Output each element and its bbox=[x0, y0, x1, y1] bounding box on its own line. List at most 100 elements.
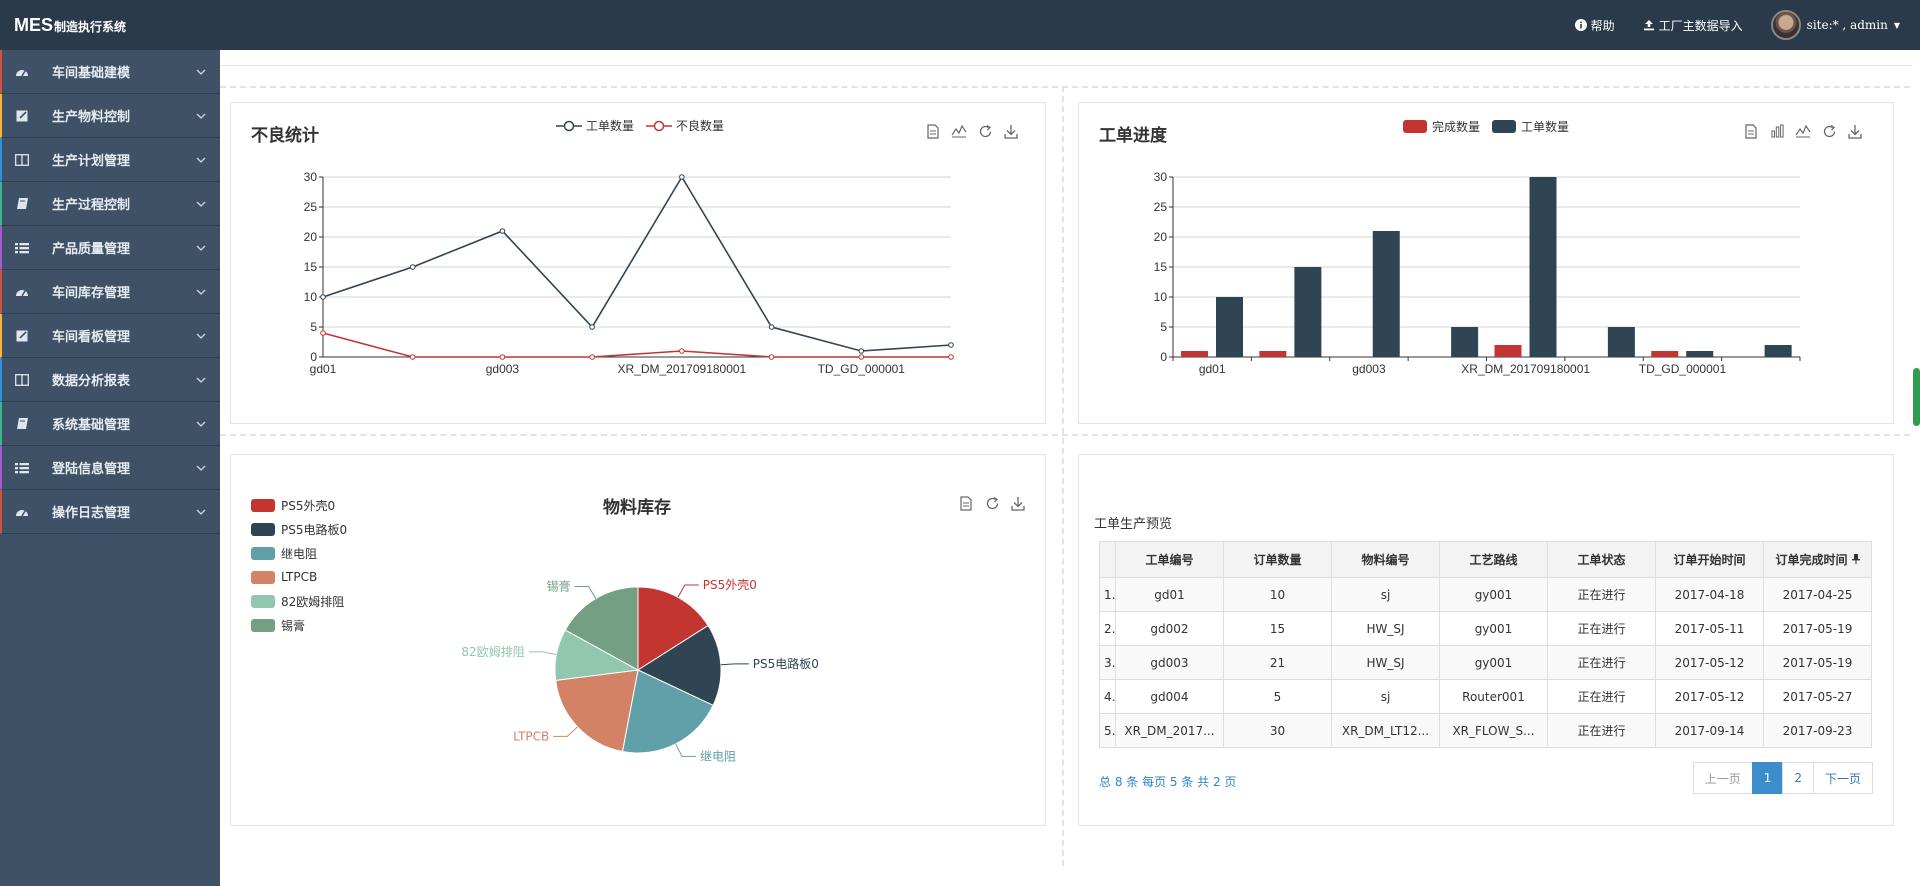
bar[interactable] bbox=[1181, 351, 1208, 357]
legend-item-orders[interactable]: 工单数量 bbox=[1492, 118, 1569, 135]
download-icon[interactable] bbox=[1010, 495, 1026, 511]
column-header[interactable]: 订单开始时间 bbox=[1655, 541, 1764, 578]
column-header[interactable]: 工单编号 bbox=[1115, 541, 1224, 578]
user-menu[interactable]: site:* , admin ▼ bbox=[1770, 10, 1900, 40]
page-button-1[interactable]: 1 bbox=[1751, 762, 1784, 794]
refresh-icon[interactable] bbox=[977, 123, 993, 139]
bar[interactable] bbox=[1451, 327, 1479, 357]
chevron-down-icon[interactable] bbox=[196, 197, 206, 211]
pie-slice[interactable] bbox=[637, 586, 709, 671]
data-point[interactable] bbox=[679, 174, 685, 180]
download-icon[interactable] bbox=[1003, 123, 1019, 139]
pie-slice[interactable] bbox=[636, 624, 722, 707]
bar[interactable] bbox=[1259, 351, 1287, 357]
import-link[interactable]: 工厂主数据导入 bbox=[1643, 17, 1743, 34]
data-point[interactable] bbox=[409, 264, 416, 270]
data-point[interactable] bbox=[858, 348, 865, 354]
data-point[interactable] bbox=[320, 330, 326, 336]
pie-legend-item[interactable]: LTPCB bbox=[251, 565, 347, 589]
line-chart-icon[interactable] bbox=[951, 123, 967, 139]
refresh-icon[interactable] bbox=[1821, 123, 1837, 139]
sidebar-item-9[interactable]: 系统基础管理 bbox=[0, 402, 220, 446]
chevron-down-icon[interactable] bbox=[196, 241, 206, 255]
scrollbar[interactable] bbox=[1912, 50, 1920, 886]
sidebar-item-5[interactable]: 产品质量管理 bbox=[0, 226, 220, 270]
sidebar-item-3[interactable]: 生产计划管理 bbox=[0, 138, 220, 182]
sidebar-item-4[interactable]: 生产过程控制 bbox=[0, 182, 220, 226]
legend-item-defects[interactable]: 不良数量 bbox=[646, 117, 724, 134]
chevron-down-icon[interactable] bbox=[196, 329, 206, 343]
column-header[interactable]: 订单完成时间 bbox=[1763, 541, 1872, 578]
data-point[interactable] bbox=[409, 354, 416, 360]
chevron-down-icon[interactable] bbox=[196, 461, 206, 475]
pie-legend-item[interactable]: 锡膏 bbox=[251, 613, 347, 637]
data-point[interactable] bbox=[679, 348, 685, 354]
page-button-2[interactable]: 2 bbox=[1782, 762, 1814, 794]
sidebar-item-11[interactable]: 操作日志管理 bbox=[0, 490, 220, 534]
data-point[interactable] bbox=[858, 354, 865, 360]
bar[interactable] bbox=[1686, 351, 1714, 357]
table-row[interactable]: 2 gd002 15 HW_SJ gy001 正在进行 2017-05-11 2017-05-… bbox=[1099, 611, 1872, 646]
bar[interactable] bbox=[1607, 327, 1635, 357]
column-header[interactable] bbox=[1099, 541, 1116, 578]
line-chart-icon[interactable] bbox=[1795, 123, 1811, 139]
chevron-down-icon[interactable] bbox=[196, 109, 206, 123]
refresh-icon[interactable] bbox=[984, 495, 1000, 511]
pie-legend-item[interactable]: 继电阻 bbox=[251, 541, 347, 565]
download-icon[interactable] bbox=[1847, 123, 1863, 139]
bar[interactable] bbox=[1529, 177, 1557, 357]
column-header[interactable]: 物料编号 bbox=[1331, 541, 1440, 578]
data-view-icon[interactable] bbox=[1743, 123, 1759, 139]
bar[interactable] bbox=[1372, 231, 1400, 357]
bar[interactable] bbox=[1651, 351, 1679, 357]
pie-legend-item[interactable]: PS5电路板0 bbox=[251, 517, 347, 541]
chevron-down-icon[interactable] bbox=[196, 65, 206, 79]
bar[interactable] bbox=[1494, 345, 1522, 357]
column-header[interactable]: 工单状态 bbox=[1547, 541, 1656, 578]
data-point[interactable] bbox=[499, 228, 506, 234]
pie-legend-item[interactable]: 82欧姆排阻 bbox=[251, 589, 347, 613]
table-row[interactable]: 3 gd003 21 HW_SJ gy001 正在进行 2017-05-12 2017-05-… bbox=[1099, 645, 1872, 680]
help-link[interactable]: 帮助 bbox=[1574, 17, 1615, 34]
legend-item-orders[interactable]: 工单数量 bbox=[556, 117, 634, 134]
table-row[interactable]: 1 gd01 10 sj gy001 正在进行 2017-04-18 2017-04-25 bbox=[1099, 577, 1872, 612]
bar[interactable] bbox=[1764, 345, 1792, 357]
data-point[interactable] bbox=[589, 324, 595, 330]
pie-slice[interactable] bbox=[621, 669, 714, 754]
sidebar-item-1[interactable]: 车间基础建模 bbox=[0, 50, 220, 94]
sidebar-item-8[interactable]: 数据分析报表 bbox=[0, 358, 220, 402]
chevron-down-icon[interactable] bbox=[196, 373, 206, 387]
chevron-down-icon[interactable] bbox=[196, 153, 206, 167]
column-header[interactable]: 工艺路线 bbox=[1439, 541, 1548, 578]
data-point[interactable] bbox=[948, 354, 954, 360]
sidebar-item-6[interactable]: 车间库存管理 bbox=[0, 270, 220, 314]
sidebar-item-2[interactable]: 生产物料控制 bbox=[0, 94, 220, 138]
data-point[interactable] bbox=[768, 324, 775, 330]
legend-item-completed[interactable]: 完成数量 bbox=[1403, 118, 1480, 135]
pie-legend-item[interactable]: PS5外壳0 bbox=[251, 493, 347, 517]
data-point[interactable] bbox=[499, 354, 506, 360]
column-header[interactable]: 订单数量 bbox=[1223, 541, 1332, 578]
bar[interactable] bbox=[1294, 267, 1322, 357]
chevron-down-icon[interactable] bbox=[196, 505, 206, 519]
pin-icon[interactable] bbox=[1851, 553, 1860, 567]
data-point[interactable] bbox=[320, 294, 326, 300]
table-row[interactable]: 4 gd004 5 sj Router001 正在进行 2017-05-12 2017-05-… bbox=[1099, 679, 1872, 714]
pie-slice[interactable] bbox=[564, 586, 639, 671]
sidebar-item-10[interactable]: 登陆信息管理 bbox=[0, 446, 220, 490]
chevron-down-icon[interactable] bbox=[196, 417, 206, 431]
data-point[interactable] bbox=[768, 354, 775, 360]
bar-chart-icon[interactable] bbox=[1769, 123, 1785, 139]
data-point[interactable] bbox=[589, 354, 595, 360]
sidebar-item-7[interactable]: 车间看板管理 bbox=[0, 314, 220, 358]
data-view-icon[interactable] bbox=[958, 495, 974, 511]
data-view-icon[interactable] bbox=[925, 123, 941, 139]
prev-page-button[interactable]: 上一页 bbox=[1692, 762, 1753, 794]
next-page-button[interactable]: 下一页 bbox=[1812, 762, 1873, 794]
brand-logo[interactable]: MES 制造执行系统 bbox=[0, 15, 126, 36]
chevron-down-icon[interactable] bbox=[196, 285, 206, 299]
table-row[interactable]: 5 XR_DM_2017... 30 XR_DM_LT12... XR_FLOW_S..… bbox=[1099, 713, 1872, 748]
data-point[interactable] bbox=[948, 342, 954, 348]
bar[interactable] bbox=[1216, 297, 1243, 357]
scrollbar-thumb[interactable] bbox=[1913, 368, 1920, 426]
